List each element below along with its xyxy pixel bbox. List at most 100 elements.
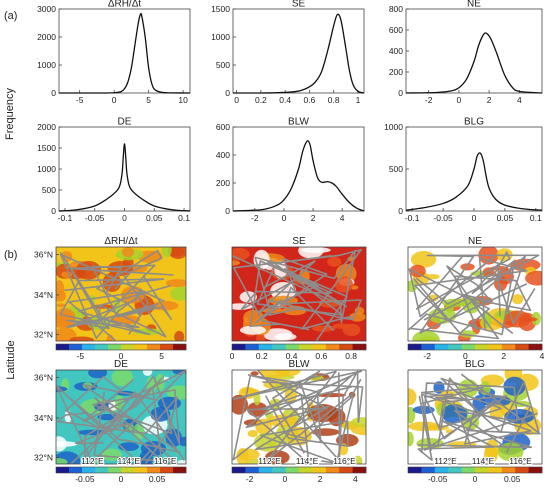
x-tick-label: -2 xyxy=(251,213,259,223)
colorbar-tick-label: 0.6 xyxy=(315,351,327,361)
province-border xyxy=(417,395,533,461)
map-frame xyxy=(231,246,367,342)
map-title: SE xyxy=(292,236,306,247)
colorbar-segment xyxy=(69,467,83,473)
map-patch xyxy=(239,291,257,303)
x-tick-label: 0 xyxy=(282,213,287,223)
colorbar-tick-label: 4 xyxy=(353,474,358,484)
province-border xyxy=(59,253,165,341)
lat-label: 32°N xyxy=(34,452,53,462)
map-patch xyxy=(142,370,153,376)
colorbar-segment xyxy=(108,344,122,350)
colorbar-segment xyxy=(325,467,340,473)
colorbar-segment xyxy=(434,344,449,350)
map-field xyxy=(408,370,542,464)
map-patch xyxy=(169,286,186,301)
colorbar-segment xyxy=(69,344,83,350)
frequency-curve xyxy=(58,143,191,212)
colorbar-segment xyxy=(95,467,109,473)
x-tick-label: -0.05 xyxy=(85,213,105,223)
y-tick-label: 1500 xyxy=(37,143,56,153)
plot-frame xyxy=(58,126,191,212)
map-patch xyxy=(56,458,68,464)
y-tick-label: 1500 xyxy=(211,4,230,14)
map-patch xyxy=(327,256,342,267)
colorbar-tick-label: -2 xyxy=(423,351,431,361)
map-patch xyxy=(69,336,94,341)
province-border xyxy=(70,376,185,464)
colorbar-tick-label: 0 xyxy=(283,474,288,484)
colorbar-segment xyxy=(312,467,327,473)
colorbar: -0.05 0 0.05 xyxy=(407,466,543,484)
colorbar-tick-label: -0.05 xyxy=(428,474,448,484)
lat-label: 36°N xyxy=(34,250,53,260)
province-border xyxy=(423,275,532,331)
colorbar-tick-label: -5 xyxy=(77,351,85,361)
colorbar-segment xyxy=(299,467,313,473)
y-tick-label: 0 xyxy=(398,88,403,98)
colorbar-segment xyxy=(56,467,70,473)
colorbar-frame xyxy=(407,466,543,474)
colorbar-frame xyxy=(55,343,187,351)
colorbar-segment xyxy=(352,467,367,473)
map-patch xyxy=(232,303,253,310)
colorbar-segment xyxy=(461,344,476,350)
colorbar: -2 0 2 4 xyxy=(231,466,367,484)
y-tick-label: 400 xyxy=(216,150,230,160)
province-border xyxy=(414,255,528,331)
colorbar-segment xyxy=(421,467,436,473)
chart-drh: ΔRH/Δt -5 0 5 10 0 1000 2000 3000 xyxy=(37,0,191,105)
colorbar-segment xyxy=(515,344,529,350)
map-title: BLG xyxy=(465,359,485,370)
colorbar-segment xyxy=(272,467,286,473)
colorbar-tick-label: 0 xyxy=(119,474,124,484)
colorbar-segment xyxy=(258,467,273,473)
lat-label: 34°N xyxy=(34,413,53,423)
colorbar-segment xyxy=(160,467,174,473)
x-tick-label: 2 xyxy=(311,213,316,223)
map-blg: BLG -0.05 0 0.05 112°E 114°E 116°E xyxy=(407,359,543,484)
chart-ne: NE -2 0 2 4 0 200 400 600 800 xyxy=(389,0,543,105)
map-field xyxy=(56,247,186,341)
colorbar-tick-label: 4 xyxy=(540,351,545,361)
colorbar-tick-label: 2 xyxy=(501,351,506,361)
map-patch xyxy=(88,370,108,379)
x-tick-label: 0 xyxy=(472,213,477,223)
y-tick-label: 1000 xyxy=(211,32,230,42)
province-border xyxy=(56,396,178,464)
colorbar-segment xyxy=(299,344,313,350)
colorbar-segment xyxy=(434,467,449,473)
map-field xyxy=(232,247,366,341)
frequency-curve xyxy=(405,152,543,211)
colorbar-segment xyxy=(421,344,436,350)
chart-se: SE 0 0.2 0.4 0.6 0.8 1 0 500 1000 1500 xyxy=(211,0,365,105)
province-border xyxy=(232,249,356,324)
x-tick-label: -0.1 xyxy=(58,213,73,223)
map-field xyxy=(232,370,366,464)
y-tick-label: 400 xyxy=(389,46,403,56)
chart-title: NE xyxy=(467,0,481,10)
x-tick-label: -2 xyxy=(425,95,433,105)
colorbar-segment xyxy=(339,467,353,473)
colorbar-segment xyxy=(408,467,422,473)
colorbar-tick-label: 0 xyxy=(463,351,468,361)
y-tick-label: 1000 xyxy=(37,60,56,70)
colorbar-segment xyxy=(408,344,422,350)
map-patch xyxy=(161,247,172,258)
map-patch xyxy=(353,455,363,464)
colorbar-segment xyxy=(95,344,109,350)
colorbar: -0.05 0 0.05 xyxy=(55,466,187,484)
map-patch xyxy=(408,431,414,447)
colorbar-tick-label: 2 xyxy=(318,474,323,484)
map-patch xyxy=(408,388,417,406)
map-patch xyxy=(241,388,260,394)
colorbar-tick-label: -2 xyxy=(246,474,254,484)
lon-label: 114°E xyxy=(296,456,319,466)
colorbar-segment xyxy=(488,344,503,350)
province-border xyxy=(240,260,333,327)
x-tick-label: 4 xyxy=(517,95,522,105)
colorbar-segment xyxy=(272,344,286,350)
chart-blw: BLW -2 0 2 4 0 200 400 600 xyxy=(216,117,365,223)
y-tick-label: 600 xyxy=(389,25,403,35)
